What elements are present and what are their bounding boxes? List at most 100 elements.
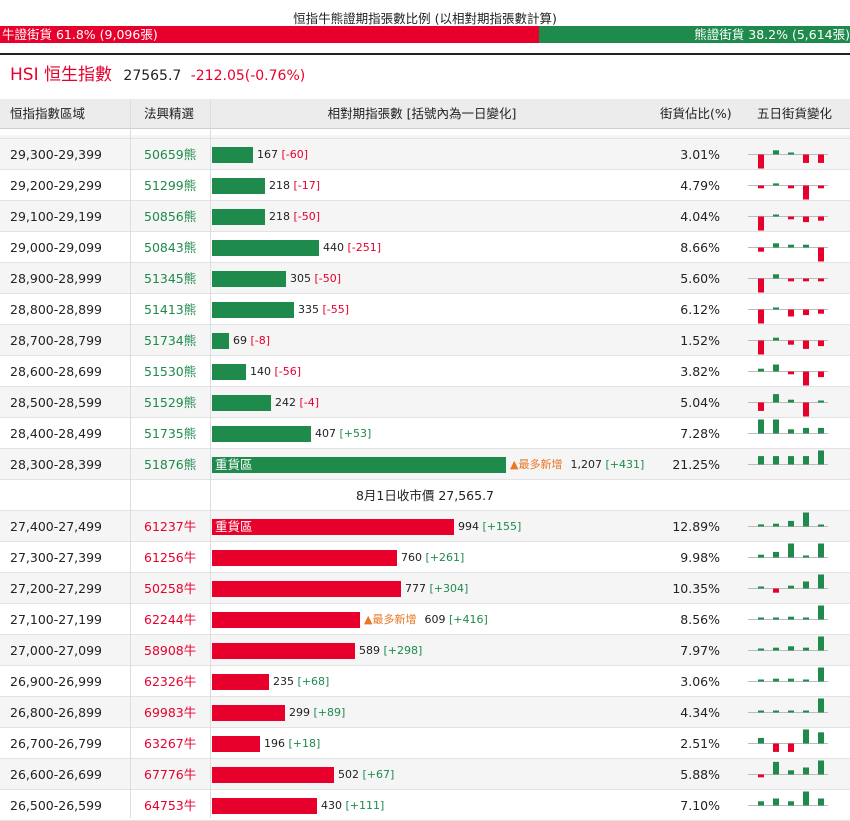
sparkline-bar <box>803 371 809 386</box>
warrant-code-link[interactable]: 51876熊 <box>144 457 197 472</box>
table-row[interactable]: 28,300-28,399 51876熊 重貨區 ▲最多新增 1,207 [+431] 2… <box>0 449 850 480</box>
warrant-code-link[interactable]: 51529熊 <box>144 395 197 410</box>
warrant-code-link[interactable]: 62326牛 <box>144 674 197 689</box>
sparkline-bar <box>788 429 794 434</box>
table-row[interactable]: 27,400-27,499 61237牛 重貨區 994 [+155] 12.89% <box>0 511 850 542</box>
warrant-code-link[interactable]: 63267牛 <box>144 736 197 751</box>
contracts-number: 407 <box>315 427 336 440</box>
sparkline-bar <box>788 278 794 282</box>
contracts-value: ▲最多新增 1,207 [+431] <box>510 449 644 480</box>
close-price-label: 8月1日收市價 27,565.7 <box>0 480 850 511</box>
sparkline-bar <box>758 737 764 744</box>
table-row[interactable]: 29,100-29,199 50856熊 218 [-50] 4.04% <box>0 201 850 232</box>
warrant-code-link[interactable]: 51734熊 <box>144 333 197 348</box>
range-cell: 27,400-27,499 <box>10 519 102 534</box>
daily-change: [-55] <box>322 303 350 316</box>
warrant-code-link[interactable]: 64753牛 <box>144 798 197 813</box>
table-row[interactable]: 28,900-28,999 51345熊 305 [-50] 5.60% <box>0 263 850 294</box>
warrant-code-link[interactable]: 61256牛 <box>144 550 197 565</box>
warrant-code-link[interactable]: 50843熊 <box>144 240 197 255</box>
sparkline-bar <box>803 309 809 316</box>
sparkline-bar <box>788 152 794 155</box>
outstanding-pct: 4.34% <box>680 705 720 720</box>
sparkline-bar <box>803 244 809 248</box>
table-row[interactable]: 26,700-26,799 63267牛 196 [+18] 2.51% <box>0 728 850 759</box>
five-day-sparkline <box>748 183 828 200</box>
sparkline-bar <box>803 216 809 223</box>
contracts-bar <box>212 395 271 411</box>
warrant-code-link[interactable]: 50856熊 <box>144 209 197 224</box>
header-pct: 街貨佔比(%) <box>660 106 732 121</box>
warrant-code-link[interactable]: 62244牛 <box>144 612 197 627</box>
table-row[interactable]: 29,300-29,399 50659熊 167 [-60] 3.01% <box>0 139 850 170</box>
sparkline-bar <box>758 679 764 682</box>
warrant-code-link[interactable]: 50258牛 <box>144 581 197 596</box>
five-day-sparkline <box>748 150 828 169</box>
sparkline-bar <box>803 767 809 775</box>
table-row[interactable]: 28,800-28,899 51413熊 335 [-55] 6.12% <box>0 294 850 325</box>
sparkline-bar <box>773 710 779 713</box>
contracts-bar <box>212 612 360 628</box>
sparkline-bar <box>773 617 779 620</box>
range-cell: 28,800-28,899 <box>10 302 102 317</box>
outstanding-pct: 4.79% <box>680 178 720 193</box>
warrant-code-link[interactable]: 67776牛 <box>144 767 197 782</box>
warrant-code-link[interactable]: 69983牛 <box>144 705 197 720</box>
daily-change: [+18] <box>288 737 321 750</box>
sparkline-bar <box>788 244 794 248</box>
warrant-code-link[interactable]: 51735熊 <box>144 426 197 441</box>
sparkline-bar <box>818 247 824 262</box>
outstanding-pct: 4.04% <box>680 209 720 224</box>
daily-change: [+111] <box>345 799 385 812</box>
table-row[interactable]: 26,600-26,699 67776牛 502 [+67] 5.88% <box>0 759 850 790</box>
table-row[interactable]: 27,000-27,099 58908牛 589 [+298] 7.97% <box>0 635 850 666</box>
header-five-day: 五日街貨變化 <box>757 106 833 121</box>
contracts-value: 196 [+18] <box>264 728 320 759</box>
warrant-code-link[interactable]: 51530熊 <box>144 364 197 379</box>
outstanding-pct: 8.66% <box>680 240 720 255</box>
table-row[interactable]: 28,400-28,499 51735熊 407 [+53] 7.28% <box>0 418 850 449</box>
contracts-number: 1,207 <box>570 458 602 471</box>
warrant-code-link[interactable]: 51345熊 <box>144 271 197 286</box>
sparkline-bar <box>803 278 809 282</box>
range-cell: 28,900-28,999 <box>10 271 102 286</box>
table-row[interactable]: 29,200-29,299 51299熊 218 [-17] 4.79% <box>0 170 850 201</box>
contracts-number: 994 <box>458 520 479 533</box>
table-row[interactable]: 28,700-28,799 51734熊 69 [-8] 1.52% <box>0 325 850 356</box>
warrant-code-link[interactable]: 58908牛 <box>144 643 197 658</box>
range-cell: 27,100-27,199 <box>10 612 102 627</box>
sparkline-bar <box>788 585 794 589</box>
table-row[interactable]: 29,000-29,099 50843熊 440 [-251] 8.66% <box>0 232 850 263</box>
five-day-sparkline <box>748 605 828 620</box>
sparkline-bar <box>758 340 764 355</box>
outstanding-pct: 2.51% <box>680 736 720 751</box>
warrant-code-link[interactable]: 61237牛 <box>144 519 197 534</box>
table-row[interactable]: 27,300-27,399 61256牛 760 [+261] 9.98% <box>0 542 850 573</box>
outstanding-pct: 6.12% <box>680 302 720 317</box>
range-cell: 28,300-28,399 <box>10 457 102 472</box>
table-row[interactable]: 27,200-27,299 50258牛 777 [+304] 10.35% <box>0 573 850 604</box>
warrant-code-link[interactable]: 51413熊 <box>144 302 197 317</box>
table-row[interactable]: 28,500-28,599 51529熊 242 [-4] 5.04% <box>0 387 850 418</box>
heavy-zone-label: 重貨區 <box>215 457 253 472</box>
sparkline-bar <box>803 581 809 589</box>
sparkline-bar <box>758 774 764 778</box>
column-divider <box>130 99 131 818</box>
sparkline-bar <box>758 524 764 527</box>
table-row[interactable]: 26,500-26,599 64753牛 430 [+111] 7.10% <box>0 790 850 821</box>
range-cell: 26,700-26,799 <box>10 736 102 751</box>
index-name[interactable]: HSI 恒生指數 <box>10 65 112 85</box>
warrant-code-link[interactable]: 50659熊 <box>144 147 197 162</box>
sparkline-bar <box>773 183 779 186</box>
sparkline-bar <box>758 278 764 293</box>
five-day-sparkline <box>748 636 828 651</box>
range-cell: 26,600-26,699 <box>10 767 102 782</box>
five-day-sparkline <box>748 214 828 231</box>
sparkline-bar <box>788 710 794 713</box>
sparkline-bar <box>773 274 779 279</box>
table-row[interactable]: 27,100-27,199 62244牛 ▲最多新增 609 [+416] 8.56% <box>0 604 850 635</box>
table-row[interactable]: 26,900-26,999 62326牛 235 [+68] 3.06% <box>0 666 850 697</box>
table-row[interactable]: 28,600-28,699 51530熊 140 [-56] 3.82% <box>0 356 850 387</box>
table-row[interactable]: 26,800-26,899 69983牛 299 [+89] 4.34% <box>0 697 850 728</box>
warrant-code-link[interactable]: 51299熊 <box>144 178 197 193</box>
